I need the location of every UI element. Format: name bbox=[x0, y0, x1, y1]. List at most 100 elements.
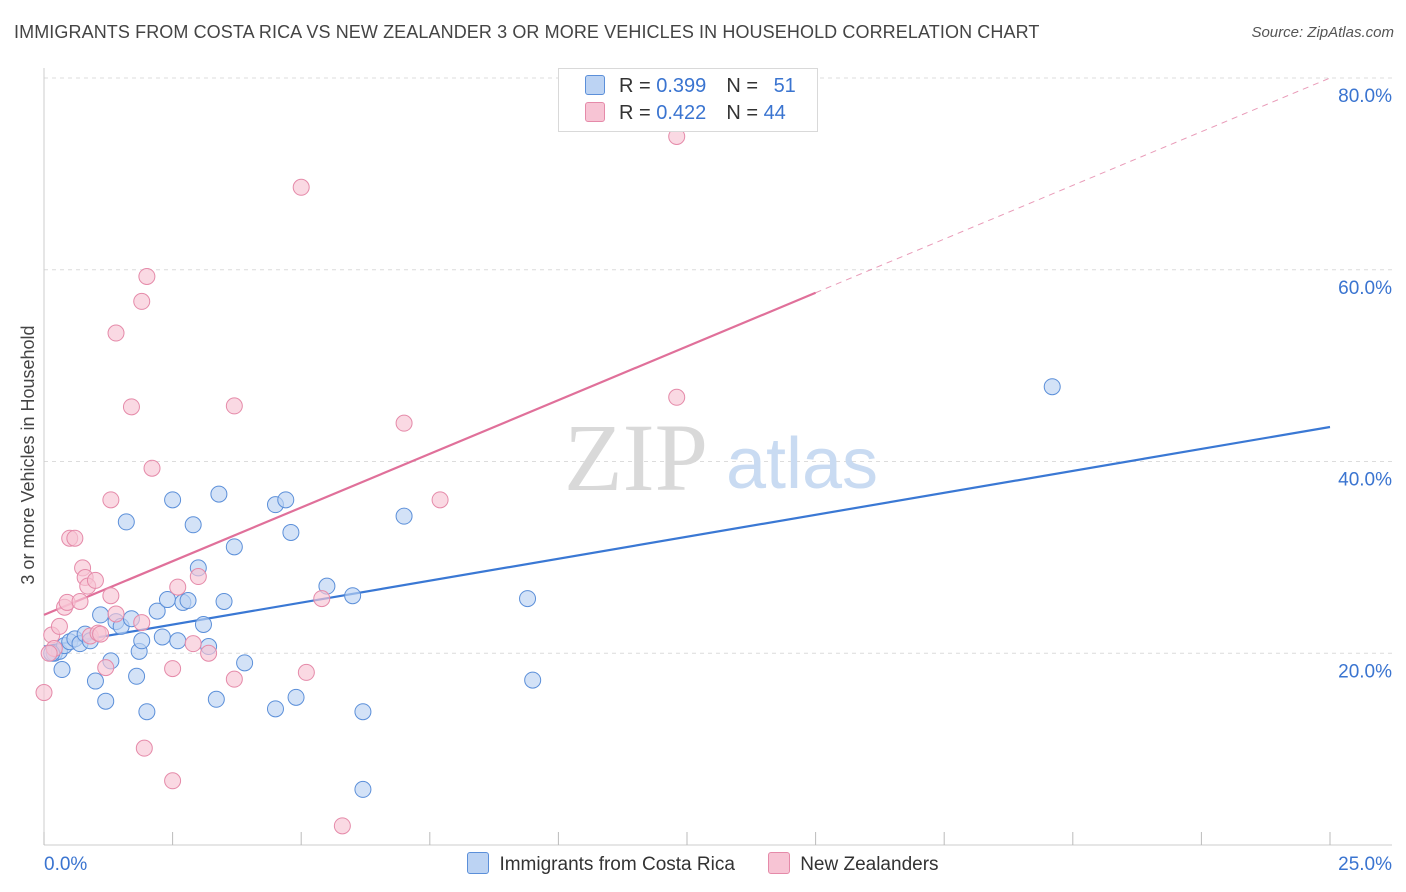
point-new-zealanders bbox=[71, 592, 89, 610]
legend-row-new-zealanders: R = 0.422 N = 44 bbox=[585, 102, 786, 126]
point-costa-rica bbox=[354, 703, 372, 721]
trend-line-new-zealanders bbox=[43, 291, 817, 616]
axes bbox=[43, 68, 1392, 846]
point-new-zealanders bbox=[668, 388, 686, 406]
point-new-zealanders bbox=[133, 292, 151, 310]
point-costa-rica bbox=[344, 587, 362, 605]
point-costa-rica bbox=[287, 688, 305, 706]
point-new-zealanders bbox=[135, 739, 153, 757]
point-new-zealanders bbox=[395, 414, 413, 432]
point-costa-rica bbox=[524, 671, 542, 689]
point-new-zealanders bbox=[189, 568, 207, 586]
legend-item-new-zealanders[interactable]: New Zealanders bbox=[768, 852, 939, 876]
point-new-zealanders bbox=[225, 397, 243, 415]
point-new-zealanders bbox=[66, 529, 84, 547]
point-new-zealanders bbox=[50, 617, 68, 635]
point-costa-rica bbox=[148, 602, 166, 620]
point-new-zealanders bbox=[225, 670, 243, 688]
point-new-zealanders bbox=[102, 491, 120, 509]
point-new-zealanders bbox=[184, 635, 202, 653]
point-costa-rica bbox=[236, 654, 254, 672]
point-costa-rica bbox=[210, 485, 228, 503]
point-new-zealanders bbox=[138, 267, 156, 285]
point-new-zealanders bbox=[92, 625, 110, 643]
correlation-legend: R = 0.399 N = 51 R = 0.422 N = 44 bbox=[558, 68, 818, 132]
point-costa-rica bbox=[92, 606, 110, 624]
r-value: 0.399 bbox=[656, 75, 707, 97]
source-label: Source: ZipAtlas.com bbox=[1251, 24, 1394, 41]
trend-lines bbox=[43, 77, 1331, 648]
point-costa-rica bbox=[169, 632, 187, 650]
point-costa-rica bbox=[395, 507, 413, 525]
n-value: 51 bbox=[773, 75, 796, 97]
point-new-zealanders bbox=[107, 605, 125, 623]
n-label: N = bbox=[726, 75, 764, 97]
watermark: ZIP atlas bbox=[564, 404, 878, 511]
point-new-zealanders bbox=[297, 663, 315, 681]
point-new-zealanders bbox=[200, 644, 218, 662]
r-label: R = bbox=[619, 75, 657, 97]
tick-labels: 20.0% 40.0% 60.0% 80.0% 0.0% 25.0% bbox=[44, 86, 1392, 875]
point-costa-rica bbox=[117, 513, 135, 531]
point-new-zealanders bbox=[40, 644, 58, 662]
y-tick-label: 20.0% bbox=[1338, 661, 1392, 682]
watermark-zip: ZIP bbox=[564, 404, 708, 511]
point-costa-rica bbox=[282, 523, 300, 541]
point-costa-rica bbox=[179, 592, 197, 610]
point-costa-rica bbox=[153, 628, 171, 646]
pink-swatch bbox=[768, 852, 791, 874]
y-axis-label: 3 or more Vehicles in Household bbox=[18, 325, 38, 584]
n-label: N = bbox=[726, 102, 764, 124]
y-tick-label: 60.0% bbox=[1338, 278, 1392, 299]
point-new-zealanders bbox=[122, 398, 140, 416]
blue-swatch bbox=[467, 852, 490, 874]
point-costa-rica bbox=[266, 700, 284, 718]
point-new-zealanders bbox=[102, 587, 120, 605]
point-new-zealanders bbox=[97, 659, 115, 677]
point-costa-rica bbox=[164, 491, 182, 509]
pink-swatch bbox=[585, 102, 605, 122]
point-costa-rica bbox=[277, 491, 295, 509]
data-points bbox=[35, 127, 1061, 835]
point-costa-rica bbox=[138, 703, 156, 721]
point-costa-rica bbox=[194, 615, 212, 633]
legend-label: New Zealanders bbox=[800, 854, 939, 875]
point-costa-rica bbox=[519, 590, 537, 608]
r-value: 0.422 bbox=[656, 102, 707, 124]
legend-row-costa-rica: R = 0.399 N = 51 bbox=[585, 75, 796, 99]
point-new-zealanders bbox=[133, 614, 151, 632]
point-costa-rica bbox=[354, 780, 372, 798]
point-new-zealanders bbox=[164, 772, 182, 790]
point-new-zealanders bbox=[35, 684, 53, 702]
y-tick-label: 40.0% bbox=[1338, 470, 1392, 491]
point-new-zealanders bbox=[107, 324, 125, 342]
point-new-zealanders bbox=[164, 660, 182, 678]
legend-item-costa-rica[interactable]: Immigrants from Costa Rica bbox=[467, 852, 735, 876]
grid-lines bbox=[44, 77, 1392, 654]
point-new-zealanders bbox=[86, 571, 104, 589]
point-costa-rica bbox=[128, 667, 146, 685]
point-costa-rica bbox=[1043, 378, 1061, 396]
blue-swatch bbox=[585, 75, 605, 95]
point-costa-rica bbox=[133, 632, 151, 650]
trend-line-costa-rica bbox=[43, 425, 1331, 648]
point-costa-rica bbox=[215, 592, 233, 610]
x-tick-label-min: 0.0% bbox=[44, 854, 87, 875]
chart-title: IMMIGRANTS FROM COSTA RICA VS NEW ZEALAN… bbox=[14, 22, 1040, 42]
trend-line-extension bbox=[815, 77, 1331, 294]
point-costa-rica bbox=[207, 690, 225, 708]
point-new-zealanders bbox=[169, 578, 187, 596]
x-tick-label-max: 25.0% bbox=[1338, 854, 1392, 875]
series-legend: Immigrants from Costa Rica New Zealander… bbox=[0, 852, 1406, 880]
watermark-atlas: atlas bbox=[726, 424, 878, 504]
point-costa-rica bbox=[184, 516, 202, 534]
point-new-zealanders bbox=[313, 590, 331, 608]
point-new-zealanders bbox=[143, 459, 161, 477]
r-label: R = bbox=[619, 102, 657, 124]
n-value: 44 bbox=[763, 102, 786, 124]
point-costa-rica bbox=[53, 661, 71, 679]
point-costa-rica bbox=[97, 692, 115, 710]
point-new-zealanders bbox=[333, 817, 351, 835]
point-costa-rica bbox=[225, 538, 243, 556]
